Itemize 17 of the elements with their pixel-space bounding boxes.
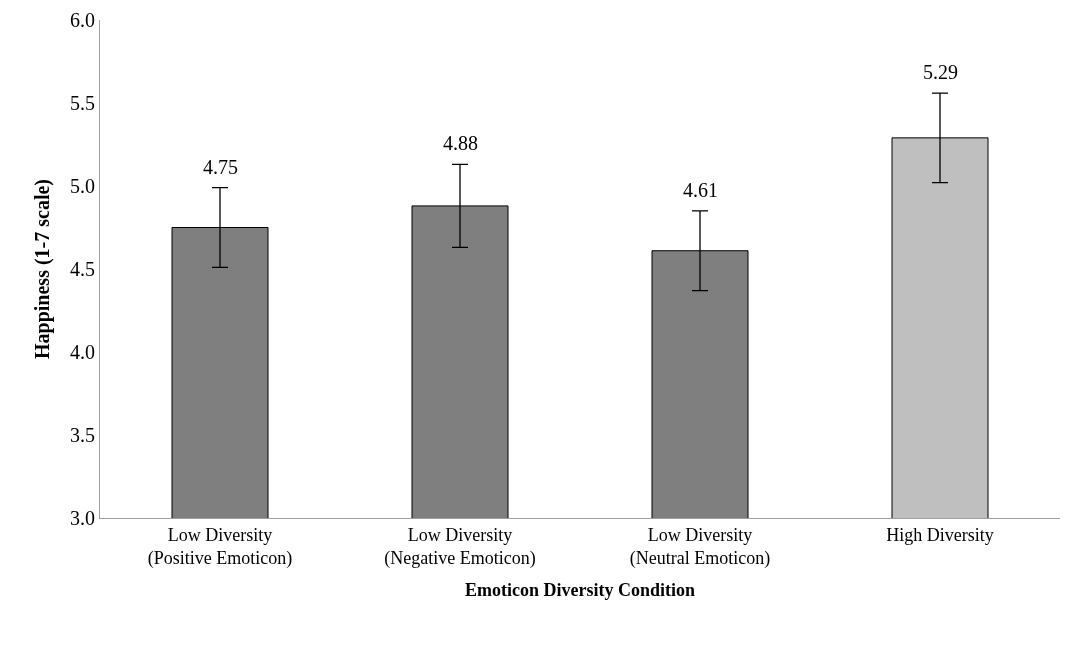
data-label: 4.61 xyxy=(683,179,718,201)
x-tick-label: Low Diversity (Neutral Emoticon) xyxy=(629,524,771,569)
data-label: 4.75 xyxy=(203,156,238,178)
y-tick-label: 4.0 xyxy=(70,341,95,363)
x-tick-label: Low Diversity (Negative Emoticon) xyxy=(384,524,536,569)
data-label: 4.88 xyxy=(443,132,478,154)
y-tick-label: 5.5 xyxy=(70,92,95,114)
y-tick-label: 3.0 xyxy=(70,507,95,529)
y-tick-label: 6.0 xyxy=(70,9,95,31)
x-axis-title: Emoticon Diversity Condition xyxy=(464,580,696,601)
data-label: 5.29 xyxy=(923,61,958,83)
y-tick-label: 3.5 xyxy=(70,424,95,446)
x-tick-label: High Diversity xyxy=(886,524,994,545)
y-tick-label: 4.5 xyxy=(70,258,95,280)
y-axis-title: Happiness (1-7 scale) xyxy=(30,179,54,359)
x-tick-label: Low Diversity (Positive Emoticon) xyxy=(147,524,293,569)
y-tick-label: 5.0 xyxy=(70,175,95,197)
